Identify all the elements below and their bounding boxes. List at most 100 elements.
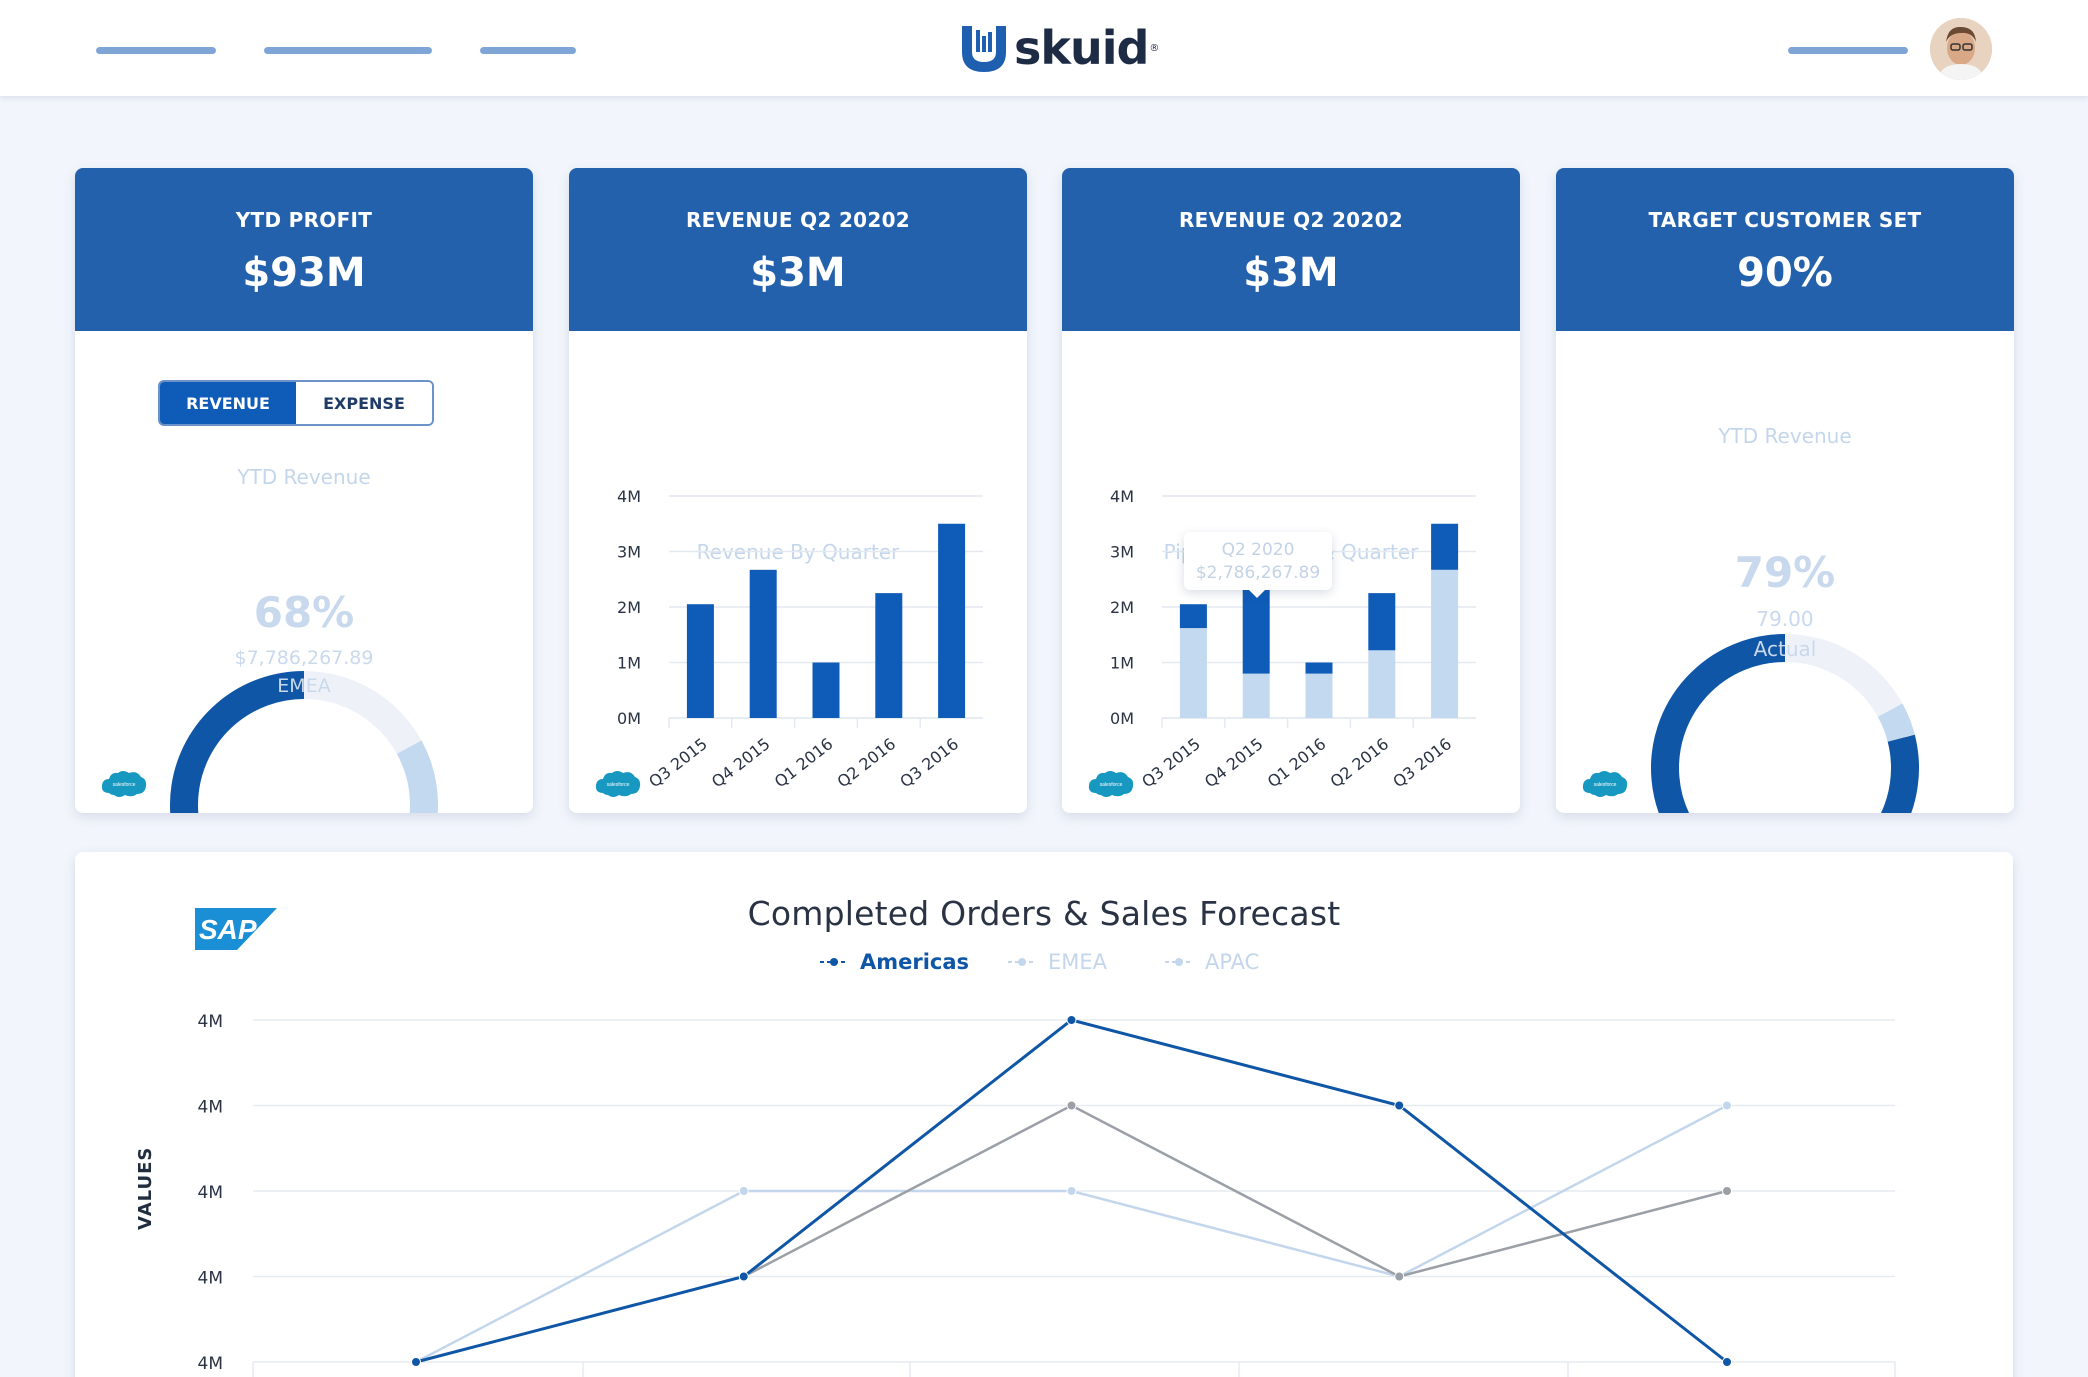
donut-label: Actual xyxy=(1753,637,1817,661)
bar-segment xyxy=(1242,673,1270,718)
y-tick-label: 2M xyxy=(1110,598,1134,617)
salesforce-logo-icon: salesforce xyxy=(595,771,641,797)
data-point xyxy=(1394,1271,1405,1282)
data-point xyxy=(738,1271,749,1282)
bar-segment xyxy=(1368,593,1396,651)
donut-slice-remaining xyxy=(1877,703,1915,743)
tooltip-value: $2,786,267.89 xyxy=(1195,563,1321,583)
svg-text:salesforce: salesforce xyxy=(607,782,630,788)
svg-text:salesforce: salesforce xyxy=(1594,782,1617,788)
kpi-value: $3M xyxy=(750,250,846,296)
series-line-emea xyxy=(415,1104,1728,1364)
donut-slice-value xyxy=(1651,634,1919,813)
legend-label: EMEA xyxy=(1048,950,1108,974)
bar xyxy=(938,523,966,718)
revenue-toggle-button[interactable]: REVENUE xyxy=(160,382,296,424)
bar-segment xyxy=(1305,662,1333,674)
donut-value: 79.00 xyxy=(1756,607,1814,631)
x-tick-label: Q3 2015 xyxy=(1138,734,1204,791)
kpi-card-target-customer-set: TARGET CUSTOMER SET 90% YTD Revenue 79% … xyxy=(1556,168,2014,813)
data-point xyxy=(1722,1186,1732,1196)
y-tick-label: 4M xyxy=(198,1354,223,1374)
data-point xyxy=(1394,1100,1405,1111)
bar-segment xyxy=(1305,673,1333,718)
donut-amount: $7,786,267.89 xyxy=(234,647,374,669)
y-tick-label: 4M xyxy=(198,1012,223,1032)
bar-segment xyxy=(1179,628,1207,718)
y-tick-label: 1M xyxy=(1110,654,1134,673)
series-line-apac xyxy=(415,1104,1728,1364)
donut-chart-ytd-revenue xyxy=(170,671,438,813)
skuid-logo[interactable]: skuid ® xyxy=(960,20,1159,76)
line-chart-orders-forecast: 4M 4M 4M 4M 4M xyxy=(198,1012,1896,1377)
nav-link-placeholder-1[interactable] xyxy=(96,47,216,54)
data-point xyxy=(738,1186,749,1196)
legend-marker-icon xyxy=(1008,958,1036,966)
bar-segment xyxy=(1368,650,1396,718)
x-tick-label: Q2 2016 xyxy=(1327,734,1393,791)
chart-subtitle: YTD Revenue xyxy=(237,465,371,489)
logo-wordmark: skuid xyxy=(1014,21,1149,75)
svg-text:salesforce: salesforce xyxy=(113,782,136,788)
kpi-value: 90% xyxy=(1737,250,1833,296)
svg-text:SAP: SAP xyxy=(199,914,257,945)
legend-label: Americas xyxy=(860,950,970,974)
data-point xyxy=(1722,1100,1732,1111)
svg-text:salesforce: salesforce xyxy=(1100,782,1123,788)
kpi-value: $3M xyxy=(1243,250,1339,296)
kpi-title: YTD PROFIT xyxy=(235,208,373,232)
y-tick-label: 4M xyxy=(198,1269,223,1289)
revenue-expense-toggle: REVENUE EXPENSE xyxy=(158,380,434,426)
nav-link-placeholder-3[interactable] xyxy=(480,47,576,54)
bar-segment xyxy=(1431,523,1459,570)
y-tick-label: 3M xyxy=(617,543,641,562)
donut-slice-value xyxy=(170,671,305,813)
donut-center-text: 68% $7,786,267.89 EMEA xyxy=(75,588,533,697)
kpi-card-header: YTD PROFIT $93M xyxy=(75,168,533,331)
y-tick-label: 4M xyxy=(198,1098,223,1118)
sap-logo: SAP xyxy=(195,908,277,950)
y-tick-label: 4M xyxy=(1110,487,1134,506)
chart-title: Completed Orders & Sales Forecast xyxy=(747,894,1341,933)
data-point xyxy=(411,1357,421,1367)
user-avatar[interactable] xyxy=(1930,18,1992,80)
x-tick-label: Q4 2015 xyxy=(708,734,774,791)
bar-segment xyxy=(1431,569,1459,718)
kpi-card-header: TARGET CUSTOMER SET 90% xyxy=(1556,168,2014,331)
y-tick-label: 0M xyxy=(617,709,641,728)
legend-item-americas[interactable]: Americas xyxy=(820,950,969,974)
bar xyxy=(812,662,840,718)
legend-marker-icon xyxy=(1165,958,1193,966)
data-point xyxy=(1066,1186,1077,1196)
x-tick-label: Q2 2016 xyxy=(834,734,900,791)
y-tick-label: 1M xyxy=(617,654,641,673)
y-tick-label: 0M xyxy=(1110,709,1134,728)
kpi-card-revenue-q2-a: REVENUE Q2 20202 $3M Revenue By Quarter … xyxy=(569,168,1027,813)
chart-subtitle: YTD Revenue xyxy=(1718,424,1852,448)
skuid-logo-icon xyxy=(962,26,1006,72)
donut-region: EMEA xyxy=(277,675,331,697)
donut-percent: 68% xyxy=(253,588,355,637)
donut-center-text: 79% 79.00 Actual xyxy=(1556,548,2014,661)
x-tick-label: Q3 2016 xyxy=(896,734,962,791)
legend-item-apac[interactable]: APAC xyxy=(1165,950,1259,974)
kpi-card-revenue-q2-b: REVENUE Q2 20202 $3M Pipeline: Stage & Q… xyxy=(1062,168,1520,813)
y-tick-label: 4M xyxy=(198,1183,223,1203)
expense-toggle-button[interactable]: EXPENSE xyxy=(296,382,432,424)
x-tick-label: Q1 2016 xyxy=(1264,734,1330,791)
kpi-title: TARGET CUSTOMER SET xyxy=(1648,208,1922,232)
top-nav-bar: skuid ® xyxy=(0,0,2088,96)
data-point xyxy=(1066,1015,1077,1025)
data-point xyxy=(1722,1357,1732,1367)
kpi-value: $93M xyxy=(242,250,366,296)
nav-link-placeholder-2[interactable] xyxy=(264,47,432,54)
x-tick-label: Q1 2016 xyxy=(771,734,837,791)
nav-link-placeholder-4[interactable] xyxy=(1788,47,1908,54)
legend-item-emea[interactable]: EMEA xyxy=(1008,950,1107,974)
y-tick-label: 2M xyxy=(617,598,641,617)
bar xyxy=(749,569,777,718)
legend-label: APAC xyxy=(1205,950,1260,974)
legend-marker-icon xyxy=(820,958,848,966)
x-tick-label: Q4 2015 xyxy=(1201,734,1267,791)
